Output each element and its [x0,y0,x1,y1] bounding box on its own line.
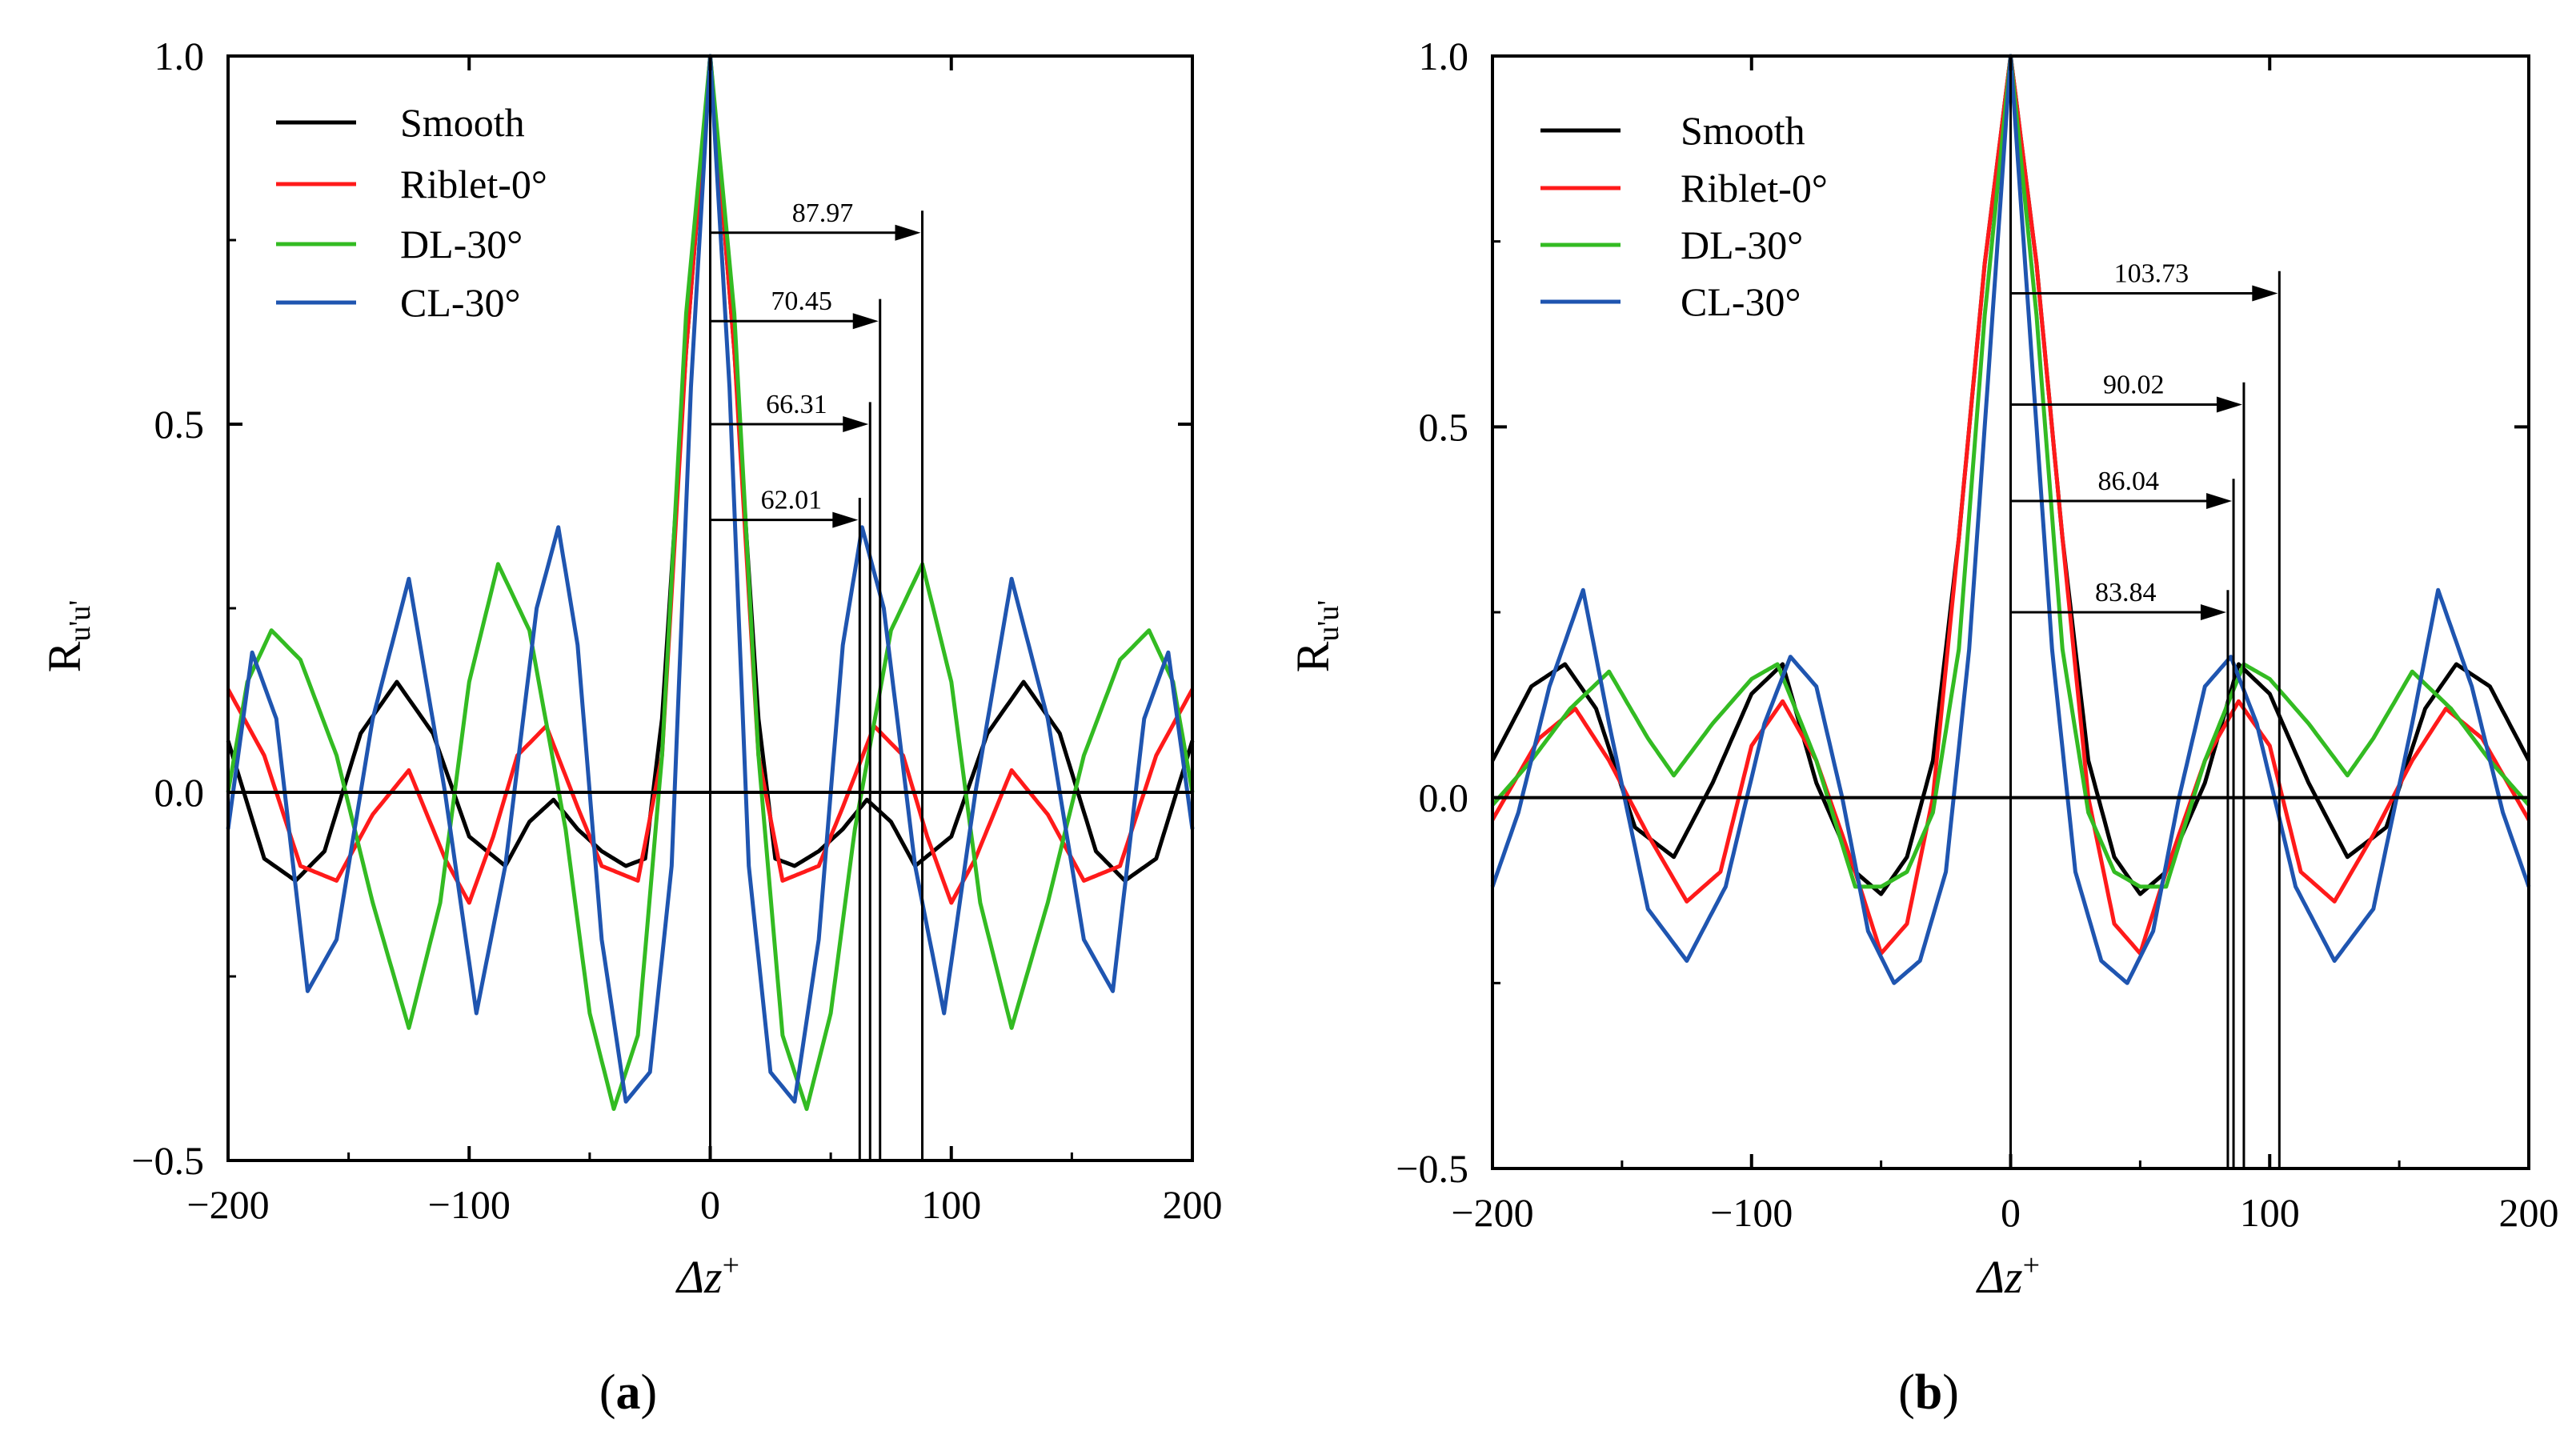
ticks-a: −200 −100 0 100 200 −0.5 0.0 0.5 1.0 [131,34,1222,1227]
legend-label-dl-b: DL-30° [1681,222,1803,267]
legend-a: Smooth Riblet-0° DL-30° CL-30° [276,100,547,325]
annotation-label-a-0: 87.97 [792,198,854,228]
y-tick-label-a-1: 0.0 [154,770,205,815]
annotations-a: 87.97 70.45 66.31 62.01 [709,56,924,1160]
y-axis-title-main-b: R [1287,641,1339,672]
annotation-label-b-1: 90.02 [2103,371,2165,400]
annotation-label-b-0: 103.73 [2114,259,2189,289]
caption-b-close: ) [1942,1365,1959,1420]
y-tick-label-b-3: 1.0 [1419,34,1469,78]
annotation-label-a-1: 70.45 [771,287,832,316]
x-axis-title-b: Δz+ [1976,1249,2040,1303]
x-tick-label-b-1: −100 [1710,1190,1793,1235]
caption-b-letter: b [1915,1365,1942,1420]
y-tick-label-a-2: 0.5 [154,402,205,447]
annotation-arrow-head-b-1 [2216,396,2242,413]
caption-a-open: ( [599,1365,616,1420]
x-axis-title-a: Δz+ [675,1249,739,1303]
y-tick-label-b-1: 0.0 [1419,776,1469,820]
x-tick-label-b-2: 0 [2001,1190,2021,1235]
legend-label-riblet-b: Riblet-0° [1681,166,1828,210]
legend-label-dl-a: DL-30° [400,222,523,267]
panel-b: 103.73 90.02 86.04 83.84 −200 −100 0 100 200 −0.… [1287,34,2559,1420]
y-axis-title-a: Ru'u' [38,600,97,672]
caption-b-open: ( [1898,1365,1915,1420]
x-tick-label-a-0: −200 [186,1182,269,1227]
annotation-arrow-head-b-3 [2200,604,2226,620]
annotation-arrow-head-a-0 [895,224,921,241]
y-tick-label-b-2: 0.5 [1419,404,1469,449]
x-axis-title-main-b: Δz [1976,1251,2023,1303]
y-tick-label-a-0: −0.5 [131,1138,204,1183]
annotation-arrow-head-b-0 [2252,285,2278,302]
legend-label-cl-b: CL-30° [1681,279,1801,324]
y-tick-label-b-0: −0.5 [1396,1146,1468,1191]
y-axis-title-sub-a: u'u' [63,600,97,642]
y-tick-label-a-3: 1.0 [154,34,205,78]
caption-a-letter: a [616,1365,641,1420]
legend-label-riblet-a: Riblet-0° [400,162,547,206]
x-tick-label-a-4: 200 [1163,1182,1223,1227]
y-axis-title-main-a: R [38,641,90,672]
annotation-label-a-3: 62.01 [761,486,823,515]
legend-label-cl-a: CL-30° [400,280,521,325]
x-axis-title-sup-a: + [723,1249,739,1282]
legend-label-smooth-b: Smooth [1681,108,1805,153]
x-tick-label-b-3: 100 [2240,1190,2300,1235]
ticks-b: −200 −100 0 100 200 −0.5 0.0 0.5 1.0 [1396,34,2558,1235]
annotations-b: 103.73 90.02 86.04 83.84 [2009,56,2281,1168]
annotation-arrow-head-a-2 [843,416,869,432]
x-axis-title-main-a: Δz [675,1251,723,1303]
y-axis-title-sub-b: u'u' [1312,600,1345,642]
annotation-arrow-head-a-1 [852,313,879,330]
annotation-label-a-2: 66.31 [766,390,827,419]
annotation-arrow-head-a-3 [832,511,859,528]
caption-a-close: ) [641,1365,658,1420]
x-axis-title-sup-b: + [2023,1249,2040,1282]
x-tick-label-b-0: −200 [1451,1190,1533,1235]
annotation-arrow-head-b-2 [2206,493,2233,509]
annotation-label-b-2: 86.04 [2098,467,2160,496]
annotation-label-b-3: 83.84 [2095,578,2157,607]
caption-b: (b) [1898,1365,1959,1420]
legend-b: Smooth Riblet-0° DL-30° CL-30° [1540,108,1828,324]
x-tick-label-a-3: 100 [921,1182,981,1227]
legend-label-smooth-a: Smooth [400,100,525,145]
x-tick-label-a-2: 0 [700,1182,720,1227]
y-axis-title-b: Ru'u' [1287,600,1345,672]
x-tick-label-b-4: 200 [2499,1190,2559,1235]
caption-a: (a) [599,1365,657,1420]
x-tick-label-a-1: −100 [428,1182,511,1227]
panel-a: 87.97 70.45 66.31 62.01 −200 −100 0 100 200 −0.5… [38,34,1223,1420]
